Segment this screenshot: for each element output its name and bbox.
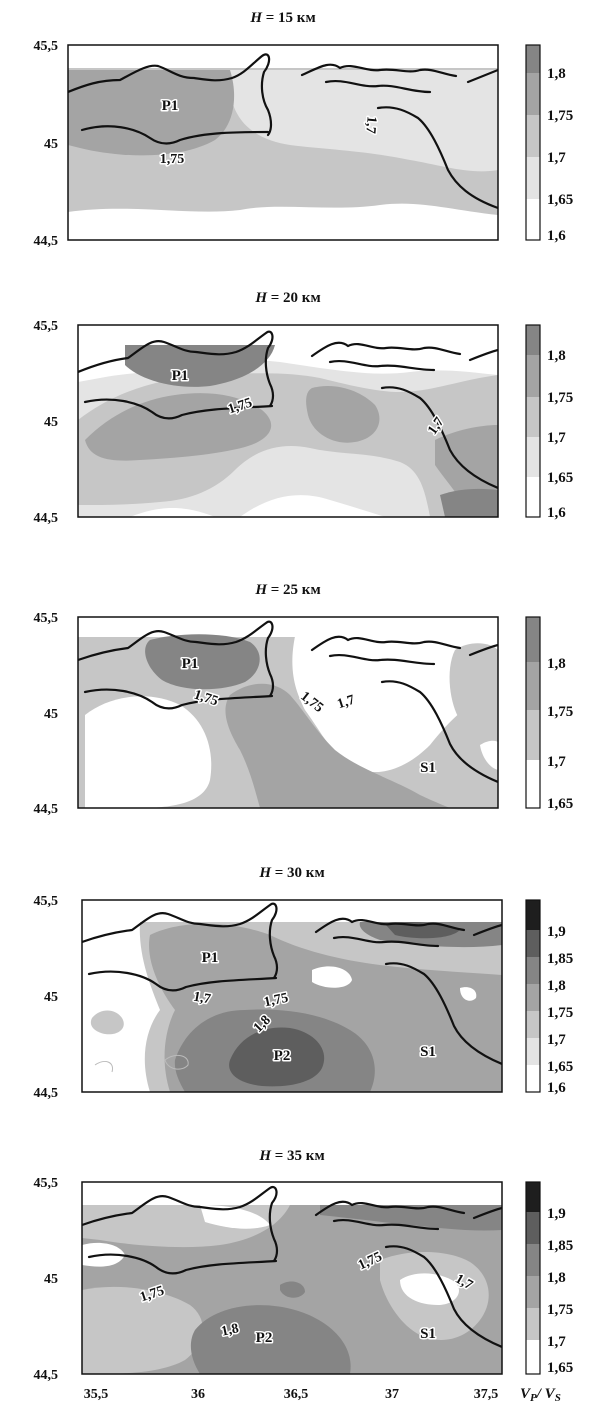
- colorbar-tick: 1,65: [547, 1059, 573, 1075]
- y-axis: 45,5 45 44,5: [34, 611, 59, 817]
- colorbar-tick: 1,9: [547, 1206, 566, 1222]
- colorbar-tick: 1,7: [547, 1032, 566, 1048]
- region-label: P2: [274, 1048, 291, 1064]
- y-tick: 45,5: [34, 611, 59, 626]
- x-tick: 36: [191, 1387, 205, 1402]
- region-label: P1: [162, 98, 179, 114]
- colorbar-tick: 1,6: [547, 1080, 566, 1096]
- y-tick: 45,5: [34, 319, 59, 334]
- panel-title: H = 30 км: [258, 865, 324, 881]
- y-axis: 45,5 45 44,5: [34, 39, 59, 249]
- region-label: P2: [256, 1330, 273, 1346]
- y-tick: 44,5: [34, 1368, 59, 1383]
- colorbar-tick: 1,65: [547, 470, 573, 486]
- colorbar-tick: 1,65: [547, 192, 573, 208]
- y-tick: 45: [44, 707, 58, 722]
- y-tick: 44,5: [34, 234, 59, 249]
- map-area: [78, 617, 498, 808]
- colorbar: 1,9 1,85 1,8 1,75 1,7 1,65 1,6: [525, 899, 573, 1096]
- contour-label: 1,7: [336, 693, 357, 713]
- contour-label: 1,75: [160, 152, 185, 167]
- y-tick: 45: [44, 415, 58, 430]
- region-label: P1: [182, 656, 199, 672]
- colorbar-tick: 1,9: [547, 924, 566, 940]
- map-area: [68, 45, 498, 240]
- colorbar-tick: 1,65: [547, 1360, 573, 1376]
- y-tick: 44,5: [34, 511, 59, 526]
- contour-label: 1,7: [192, 990, 212, 1008]
- y-tick: 45,5: [34, 894, 59, 909]
- panel-h15: H = 15 км 1,75 1,7 P1 45,5 45 44,5: [34, 10, 574, 249]
- y-tick: 45,5: [34, 1176, 59, 1191]
- colorbar-tick: 1,85: [547, 1238, 573, 1254]
- y-tick: 45: [44, 1272, 58, 1287]
- x-tick: 37: [385, 1387, 399, 1402]
- colorbar: 1,8 1,75 1,7 1,65 1,6: [525, 44, 573, 244]
- colorbar-tick: 1,7: [547, 150, 566, 166]
- map-area: [82, 900, 502, 1092]
- y-axis: 45,5 45 44,5: [34, 319, 59, 526]
- region-label: S1: [420, 1326, 436, 1342]
- panel-title: H = 25 км: [254, 582, 320, 598]
- y-axis: 45,5 45 44,5: [34, 894, 59, 1101]
- colorbar-tick: 1,75: [547, 108, 573, 124]
- panel-h20: H = 20 км 1,75 1,7 P1 45,5 45 4: [34, 290, 574, 526]
- colorbar-tick: 1,7: [547, 754, 566, 770]
- panel-h35: H = 35 км 1,75 1,75 1,7 1,8 P2 S1: [34, 1148, 574, 1404]
- y-tick: 45,5: [34, 39, 59, 54]
- colorbar-tick: 1,8: [547, 656, 566, 672]
- colorbar-label: VP/ VS: [520, 1386, 561, 1404]
- colorbar-tick: 1,6: [547, 228, 566, 244]
- colorbar-tick: 1,75: [547, 1302, 573, 1318]
- region-label: P1: [172, 368, 189, 384]
- colorbar-tick: 1,8: [547, 1270, 566, 1286]
- colorbar-tick: 1,7: [547, 1334, 566, 1350]
- x-tick: 35,5: [84, 1387, 109, 1402]
- x-axis: 35,5 36 36,5 37 37,5: [84, 1387, 499, 1402]
- panel-h30: H = 30 км 1,7 1,75 1,8 P1 P2: [34, 865, 574, 1101]
- colorbar: 1,8 1,75 1,7 1,65 1,6: [525, 324, 573, 521]
- panel-title: H = 35 км: [258, 1148, 324, 1164]
- y-axis: 45,5 45 44,5: [34, 1176, 59, 1383]
- colorbar-tick: 1,8: [547, 66, 566, 82]
- colorbar-tick: 1,6: [547, 505, 566, 521]
- panel-title: H = 15 км: [249, 10, 315, 26]
- colorbar-tick: 1,65: [547, 796, 573, 812]
- y-tick: 45: [44, 137, 58, 152]
- y-tick: 45: [44, 990, 58, 1005]
- colorbar-tick: 1,8: [547, 978, 566, 994]
- panel-h25: H = 25 км 1,75 1,75 1,7 P1 S1 45,5 45 44…: [34, 582, 574, 817]
- colorbar-tick: 1,75: [547, 704, 573, 720]
- x-tick: 37,5: [474, 1387, 499, 1402]
- y-tick: 44,5: [34, 802, 59, 817]
- region-label: S1: [420, 760, 436, 776]
- region-label: P1: [202, 950, 219, 966]
- y-tick: 44,5: [34, 1086, 59, 1101]
- colorbar-tick: 1,75: [547, 1005, 573, 1021]
- contour-label: 1,7: [362, 115, 378, 134]
- map-area: [78, 325, 498, 517]
- colorbar: 1,9 1,85 1,8 1,75 1,7 1,65: [525, 1181, 573, 1376]
- x-tick: 36,5: [284, 1387, 309, 1402]
- map-area: [82, 1182, 502, 1374]
- region-label: S1: [420, 1044, 436, 1060]
- panel-title: H = 20 км: [254, 290, 320, 306]
- contour-label: 1,8: [220, 1321, 240, 1339]
- colorbar-tick: 1,7: [547, 430, 566, 446]
- colorbar-tick: 1,85: [547, 951, 573, 967]
- colorbar-tick: 1,75: [547, 390, 573, 406]
- colorbar: 1,8 1,75 1,7 1,65: [525, 616, 573, 812]
- contour-label: 1,75: [263, 991, 290, 1011]
- colorbar-tick: 1,8: [547, 348, 566, 364]
